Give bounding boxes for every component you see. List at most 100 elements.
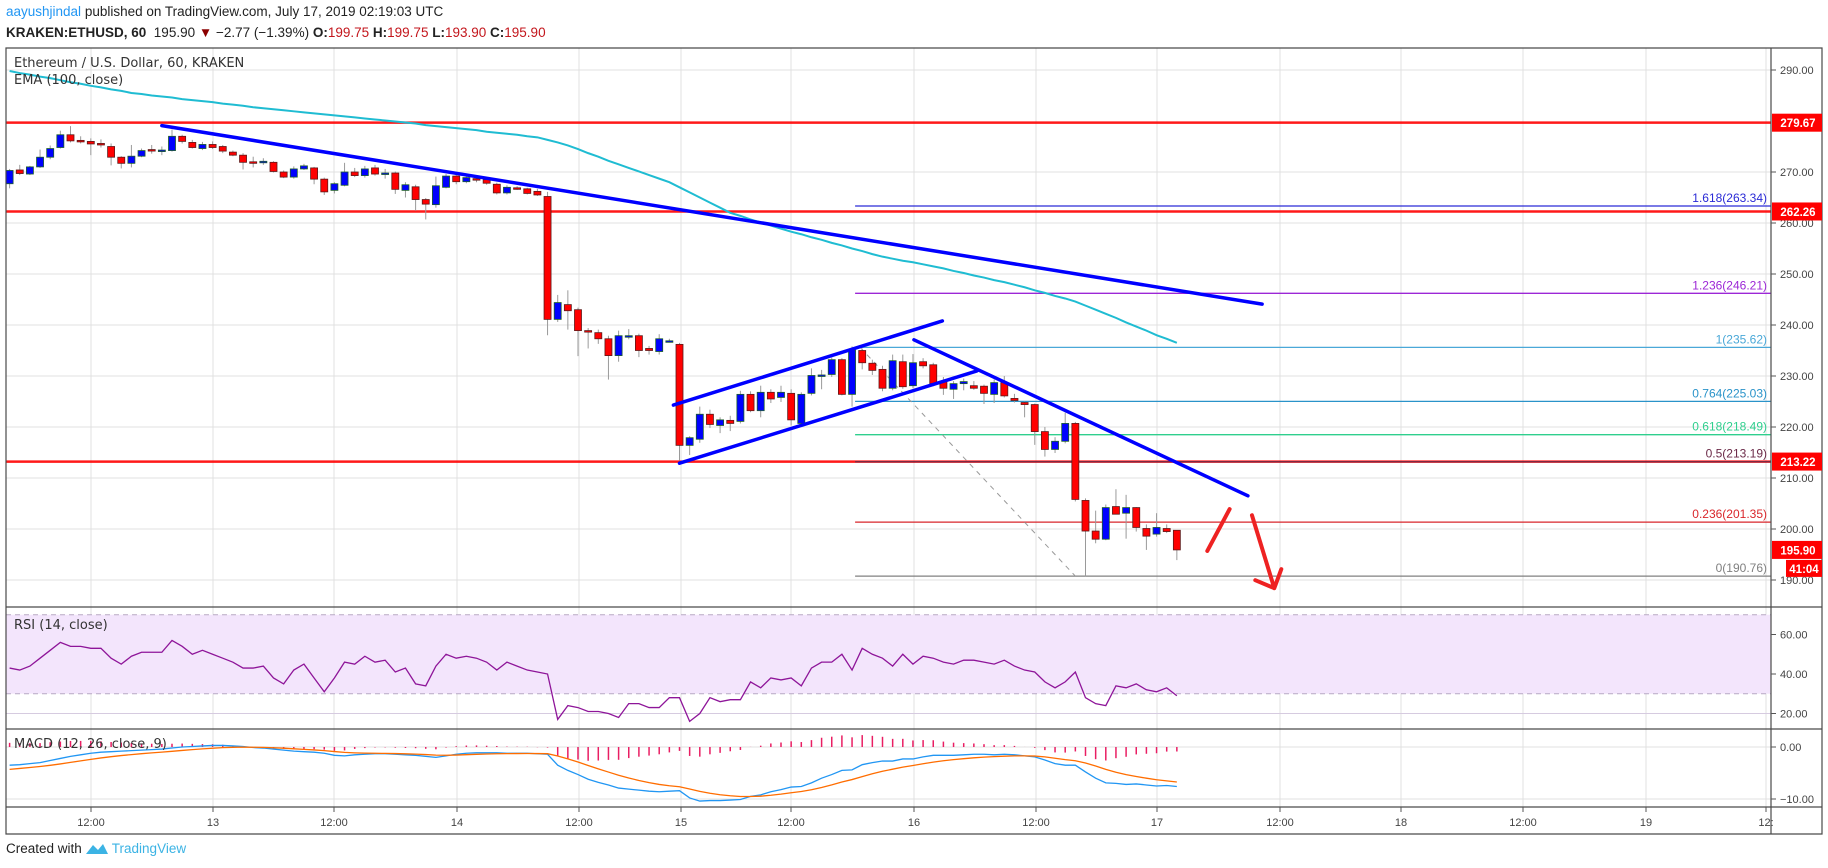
main-legend-title: Ethereum / U.S. Dollar, 60, KRAKEN [14,56,244,71]
candle-body [25,166,34,175]
fib-level-label: 0.5(213.19) [1706,447,1767,461]
candle-body [685,437,694,446]
macd-label: −10.00 [1780,794,1814,806]
fib-level-label: 1(235.62) [1716,332,1767,346]
time-label: 14 [451,817,463,829]
time-label: 12:00 [77,817,105,829]
candle [228,150,237,157]
open-label: O: [312,25,328,40]
candle-body [624,335,633,338]
candle [1091,510,1100,544]
ema-legend[interactable]: EMA (100, close) [14,73,123,88]
candle-body [1051,440,1059,450]
candle-body [289,168,298,178]
author-link[interactable]: aayushjindal [6,4,82,19]
candle [969,381,978,390]
candle-body [218,146,227,152]
fib-level-label: 1.236(246.21) [1692,278,1767,292]
candle [736,390,745,424]
countdown-label: 41:04 [1789,564,1819,576]
candle-body [909,362,917,387]
candle [401,182,410,198]
time-label: 19 [1640,817,1652,829]
candle-body [1081,500,1090,532]
candle-body [1162,528,1171,532]
last-price-label: 195.90 [1780,545,1815,557]
price-tag [1772,202,1822,221]
candle [452,175,461,185]
candle [766,389,775,404]
candle [218,144,227,154]
low-value: 193.90 [444,25,487,40]
candle [706,409,714,429]
fib-level-label: 1.618(263.34) [1692,191,1767,205]
candle [695,406,704,443]
candle [46,145,55,160]
candle-body [360,168,369,176]
low-label: L: [432,25,445,40]
tradingview-brand[interactable]: TradingView [111,840,187,856]
candle [949,381,958,399]
rsi-band-fill [6,614,1771,694]
candle [1152,513,1161,537]
candle-body [411,186,420,200]
up-arrow-icon [1205,507,1232,553]
candle-body [239,154,247,163]
rsi-pane[interactable] [9,639,1178,723]
candle-body [1122,507,1130,514]
candle-body [858,350,867,364]
outer-border [5,47,1823,835]
price-change: −2.77 (−1.39%) [216,25,310,40]
candle [980,384,988,405]
price-tag-label: 262.26 [1780,207,1815,219]
candle [56,130,65,149]
candle [360,165,369,178]
price-tag [1772,113,1822,132]
candle-body [269,161,278,172]
macd-legend[interactable]: MACD (12, 26, close, 9) [14,737,167,752]
candle [1142,524,1151,550]
candle-body [1061,423,1070,442]
price-label: 200.00 [1780,524,1814,536]
candle-body [523,188,532,194]
candle-body [157,149,166,152]
candle-body [635,335,643,351]
candle-body [888,360,897,389]
candle [959,378,968,391]
candle [239,153,247,170]
candle [198,141,207,151]
candle-body [137,150,146,157]
candle [15,164,24,176]
time-label: 12: [1758,817,1773,829]
candle [107,143,115,166]
candle-body [421,199,430,205]
candle [137,148,146,158]
symbol: KRAKEN:ETHUSD, 60 [6,25,147,40]
candle-body [736,393,745,422]
candle-body [543,196,552,320]
candle-body [533,190,542,196]
candle-body [1112,506,1120,515]
time-label: 12:00 [1266,817,1294,829]
price-pane[interactable]: 1.618(263.34) 1.236(246.21) 1(235.62) 0.764… [6,70,1771,591]
candle-body [919,361,927,367]
candle-body [614,335,623,356]
candle-body [553,302,562,320]
candle [279,170,288,179]
candle-body [76,139,85,143]
candle [117,156,126,169]
candle-body [787,392,796,421]
candle-body [36,156,44,168]
candle [36,149,44,168]
candle [523,187,532,195]
candle-body [756,391,765,412]
macd-pane[interactable] [8,735,1178,802]
candle-body [381,172,390,175]
candle-body [878,368,887,389]
candle-body [431,185,440,206]
symbol-info: KRAKEN:ETHUSD, 60 195.90 ▼ −2.77 (−1.39%… [6,25,546,40]
candle-body [56,134,65,148]
candle-body [249,161,258,164]
rsi-legend[interactable]: RSI (14, close) [14,618,108,633]
